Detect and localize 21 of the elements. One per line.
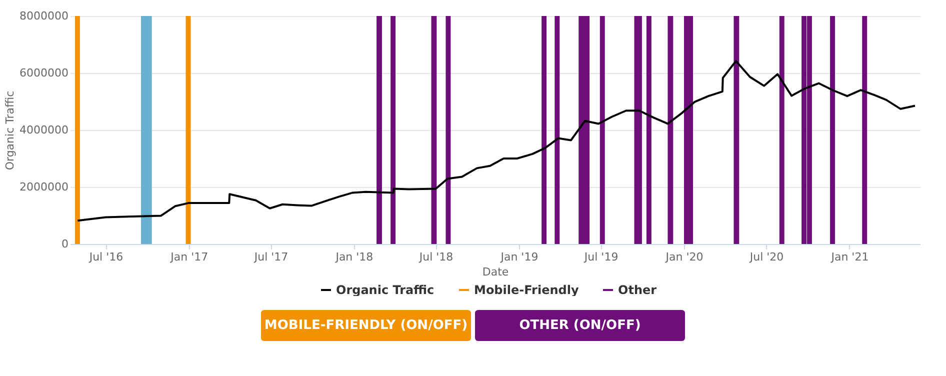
y-tick-label: 8000000: [20, 10, 68, 22]
x-tick-label: Jan '17: [170, 250, 208, 264]
x-tick-label: Jul '16: [88, 250, 124, 264]
x-tick-label: Jul '19: [583, 250, 618, 264]
x-tick-label: Jul '20: [748, 250, 784, 264]
x-tick-label: Jan '21: [830, 250, 869, 264]
x-tick-label: Jan '20: [664, 250, 704, 264]
text: OTHER (ON/OFF): [475, 310, 685, 341]
text: MOBILE-FRIENDLY (ON/OFF): [261, 310, 471, 341]
x-tick-label: Jul '17: [253, 250, 288, 264]
legend-label: Other: [618, 283, 657, 297]
line-series: [76, 60, 916, 222]
x-tick-label: Jul '18: [418, 250, 454, 264]
x-tick-label: Jan '18: [334, 250, 374, 264]
x-tick-label: Jan '19: [500, 250, 538, 264]
y-tick-label: 2000000: [20, 180, 68, 194]
y-tick-label: 6000000: [20, 66, 68, 80]
y-tick-label: 0: [62, 238, 68, 250]
x-axis-title: Date: [482, 266, 509, 278]
y-axis-title: Organic Traffic: [4, 90, 17, 170]
y-tick-label: 4000000: [20, 124, 68, 136]
